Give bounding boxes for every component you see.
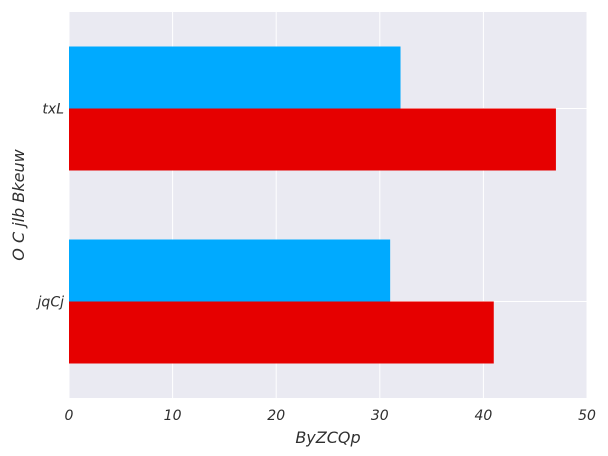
bar bbox=[69, 46, 401, 109]
x-tick-label: 10 bbox=[164, 408, 182, 424]
x-tick-label: 20 bbox=[267, 408, 285, 424]
x-axis-label: ByZCQp bbox=[295, 428, 360, 447]
x-tick-label: 50 bbox=[578, 408, 596, 424]
x-tick-label: 30 bbox=[371, 408, 389, 424]
y-axis-label: O C jlb Bkeuw bbox=[9, 148, 28, 260]
x-tick-label: 0 bbox=[65, 408, 74, 424]
y-tick-labels: txL jqCj bbox=[36, 102, 65, 311]
bar bbox=[69, 108, 556, 171]
y-tick-label: txL bbox=[42, 102, 64, 118]
x-tick-labels: 0 10 20 30 40 50 bbox=[65, 408, 596, 424]
x-tick-label: 40 bbox=[474, 408, 492, 424]
bars bbox=[69, 46, 556, 364]
y-tick-label: jqCj bbox=[36, 295, 65, 311]
bar bbox=[69, 239, 391, 302]
bar bbox=[69, 301, 494, 364]
